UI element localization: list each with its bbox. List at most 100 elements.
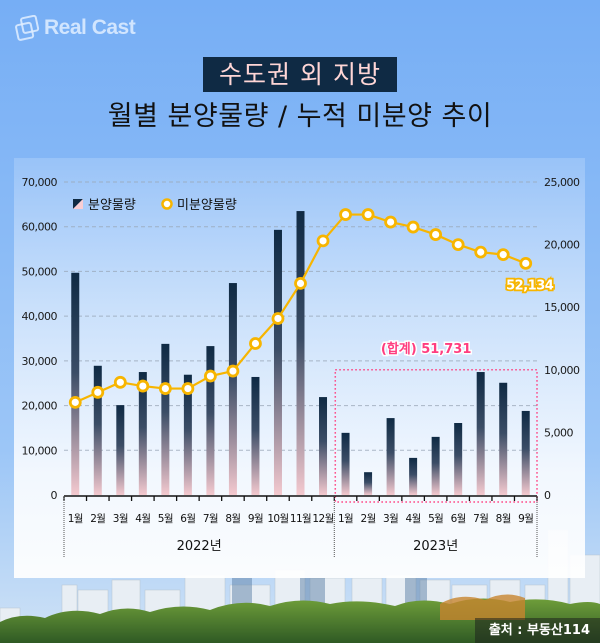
bar <box>431 436 440 495</box>
bar <box>341 432 350 495</box>
x-tick-label: 4월 <box>406 513 421 525</box>
x-tick-label: 6월 <box>451 513 466 525</box>
bar <box>161 343 170 495</box>
bar <box>116 405 125 495</box>
line-marker <box>316 234 330 248</box>
bar <box>93 365 102 495</box>
bar <box>409 457 418 495</box>
right-tick-label: 20,000 <box>544 239 580 252</box>
x-tick-label: 8월 <box>496 513 511 525</box>
bar <box>296 211 305 496</box>
bar <box>386 418 395 495</box>
left-tick-label: 50,000 <box>22 265 58 278</box>
x-tick-label: 6월 <box>180 513 195 525</box>
x-tick-label: 12월 <box>312 513 333 525</box>
right-tick-label: 15,000 <box>544 301 580 314</box>
x-tick-label: 3월 <box>383 513 398 525</box>
legend-item-bar: 분양물량 <box>73 198 136 213</box>
left-tick-label: 60,000 <box>22 221 58 234</box>
bar <box>476 372 485 495</box>
left-axis: 0 10,000 20,000 30,000 40,000 50,000 60,000 70,… <box>22 176 59 502</box>
line-marker <box>406 220 420 234</box>
x-tick-label: 10월 <box>267 513 288 525</box>
line-marker <box>451 238 465 252</box>
bar <box>364 472 373 495</box>
bar <box>206 346 215 495</box>
line-series <box>68 208 533 409</box>
line-marker <box>429 228 443 241</box>
bar <box>183 374 192 495</box>
x-tick-label: 3월 <box>113 513 128 525</box>
line-marker <box>136 379 150 393</box>
x-tick-label: 1월 <box>68 513 83 525</box>
line-marker <box>91 385 105 399</box>
line-marker <box>519 256 533 270</box>
bar <box>499 382 508 495</box>
brand-logo: Real Cast <box>14 15 136 41</box>
left-tick-label: 40,000 <box>22 310 58 323</box>
x-tick-label: 4월 <box>135 513 150 525</box>
line-marker <box>361 208 375 221</box>
bar <box>319 397 328 495</box>
line-marker <box>226 364 240 378</box>
group-label: 2022년 <box>177 539 222 554</box>
line-marker <box>474 245 488 259</box>
line-marker <box>271 312 285 325</box>
x-tick-label: 5월 <box>428 513 443 525</box>
x-tick-label: 7월 <box>473 513 488 525</box>
x-tick-label: 11월 <box>290 513 311 525</box>
line-marker <box>204 369 217 383</box>
line-marker <box>158 382 172 395</box>
highlight-rect <box>334 369 538 503</box>
x-tick-label: 1월 <box>338 513 353 525</box>
left-tick-label: 30,000 <box>22 355 58 368</box>
x-tick-label: 9월 <box>248 513 263 525</box>
x-tick-label: 8월 <box>225 513 240 525</box>
bar <box>521 410 530 495</box>
legend: 분양물량 미분양물량 <box>73 198 237 213</box>
line-marker <box>249 337 262 350</box>
logo-icon <box>15 15 40 41</box>
bar <box>273 229 282 495</box>
highlight-box: (합계) 51,731 <box>334 339 538 503</box>
x-axis: 1월 2월 3월 4월 5월 6월 7월 8월 9월 10월 11월 12월 1월 2월 3월 4월 5월 6월 7… <box>63 495 538 557</box>
bar <box>71 272 80 495</box>
left-tick-label: 10,000 <box>22 444 58 457</box>
line-marker <box>113 375 127 389</box>
line-marker <box>496 248 510 262</box>
right-tick-label: 25,000 <box>544 176 580 189</box>
annotations: 52,134 <box>504 277 556 296</box>
right-tick-label: 5,000 <box>544 426 573 439</box>
legend-label-line: 미분양물량 <box>177 198 237 213</box>
legend-item-line: 미분양물량 <box>161 198 237 213</box>
logo-text: Real Cast <box>44 16 136 39</box>
right-tick-label: 10,000 <box>544 364 580 377</box>
chart-title: 수도권 외 지방 <box>203 57 397 92</box>
line-marker <box>294 277 307 290</box>
source-credit: 출처 : 부동산114 <box>474 618 600 643</box>
left-tick-label: 0 <box>51 489 58 502</box>
bar <box>454 423 463 495</box>
x-tick-label: 9월 <box>518 513 533 525</box>
line-marker <box>384 215 397 229</box>
right-axis: 0 5,000 10,000 15,000 20,000 25,000 <box>544 176 580 502</box>
chart-subtitle: 월별 분양물량 / 누적 미분양 추이 <box>107 101 493 132</box>
line-marker <box>339 208 352 221</box>
bar-series <box>71 211 530 496</box>
last-point-label: 52,134 <box>506 278 554 293</box>
left-tick-label: 20,000 <box>22 400 58 413</box>
line-marker <box>68 395 82 409</box>
line-marker <box>181 382 195 395</box>
left-tick-label: 70,000 <box>22 176 58 189</box>
x-tick-label: 2월 <box>361 513 376 525</box>
x-tick-label: 5월 <box>158 513 173 525</box>
highlight-total-label: (합계) 51,731 <box>381 341 472 357</box>
bar <box>228 283 237 495</box>
bar <box>251 376 260 495</box>
legend-label-bar: 분양물량 <box>88 198 136 213</box>
x-tick-label: 2월 <box>90 513 105 525</box>
bar <box>138 372 147 495</box>
group-label: 2023년 <box>413 539 458 554</box>
right-tick-label: 0 <box>544 489 551 502</box>
